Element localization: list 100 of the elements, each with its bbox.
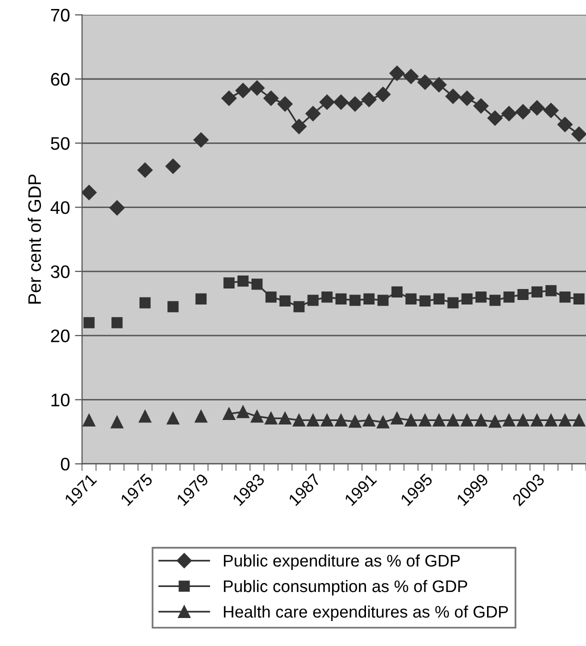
point [306, 414, 320, 426]
point [293, 301, 305, 312]
point [363, 293, 375, 305]
point [557, 116, 573, 132]
point [334, 414, 348, 426]
y-tick-label: 70 [51, 8, 70, 22]
point [82, 414, 96, 426]
point [347, 96, 363, 112]
point [137, 162, 153, 178]
point [573, 293, 585, 305]
point [432, 414, 446, 426]
point [405, 293, 417, 305]
point [264, 412, 278, 425]
y-axis-title: Per cent of GDP [28, 174, 42, 304]
point [559, 292, 571, 303]
point [138, 410, 152, 423]
point [418, 414, 432, 426]
point [475, 292, 487, 303]
point [445, 88, 461, 104]
point [305, 106, 321, 122]
point [361, 92, 377, 108]
point [321, 292, 333, 303]
point [110, 416, 124, 428]
point [335, 293, 347, 305]
point [531, 286, 543, 298]
point [461, 293, 473, 305]
point [433, 293, 445, 305]
point [516, 414, 530, 426]
point [515, 104, 531, 120]
point [235, 82, 251, 98]
point [377, 294, 389, 306]
point [348, 415, 362, 428]
point [473, 98, 489, 114]
point [403, 68, 419, 84]
point [431, 77, 447, 92]
point [487, 110, 503, 126]
point [291, 118, 307, 134]
point [391, 286, 403, 298]
point [529, 100, 545, 116]
y-tick-label: 30 [50, 265, 70, 278]
point [376, 416, 390, 428]
point [543, 102, 559, 118]
point [389, 66, 405, 81]
point [279, 295, 291, 306]
legend-label: Health care expenditures as % of GDP [224, 605, 508, 622]
point [404, 414, 418, 426]
y-tick-label: 50 [50, 137, 70, 150]
point [517, 288, 529, 300]
point [319, 94, 335, 110]
point [447, 297, 459, 308]
point [489, 294, 501, 306]
y-tick-label: 60 [51, 72, 70, 86]
point [165, 158, 181, 174]
point [320, 414, 334, 426]
point [349, 294, 361, 306]
point [263, 90, 279, 106]
point [446, 414, 460, 426]
point [419, 295, 431, 306]
point [166, 412, 180, 425]
point [223, 277, 235, 289]
point [194, 410, 208, 423]
point [111, 317, 123, 328]
point [251, 278, 263, 290]
point [83, 317, 95, 328]
point [249, 80, 265, 96]
point [474, 414, 488, 426]
point [292, 414, 306, 426]
point [221, 90, 237, 106]
point [250, 410, 264, 423]
point [82, 184, 97, 200]
point [237, 275, 249, 287]
point [139, 297, 151, 308]
point [277, 96, 293, 112]
legend-label: Public expenditure as % of GDP [224, 554, 460, 570]
point [390, 412, 404, 425]
point [375, 86, 391, 102]
point [236, 406, 250, 418]
point [572, 414, 586, 426]
point [193, 132, 209, 148]
point [417, 74, 433, 90]
point [544, 414, 558, 426]
point [195, 293, 207, 305]
point [222, 408, 236, 420]
point [501, 106, 517, 122]
point [558, 414, 572, 426]
point [488, 415, 502, 428]
y-tick-label: 20 [51, 329, 70, 342]
point [460, 414, 474, 426]
point [265, 292, 277, 303]
point [530, 414, 544, 426]
point [109, 200, 125, 216]
y-tick-label: 0 [60, 458, 70, 471]
point [333, 94, 349, 110]
point [545, 285, 557, 296]
legend-label: Public consumption as % of GDP [224, 580, 468, 596]
point [503, 292, 515, 303]
point [278, 412, 292, 425]
point [167, 301, 179, 312]
y-tick-label: 40 [50, 201, 70, 214]
point [362, 414, 376, 426]
